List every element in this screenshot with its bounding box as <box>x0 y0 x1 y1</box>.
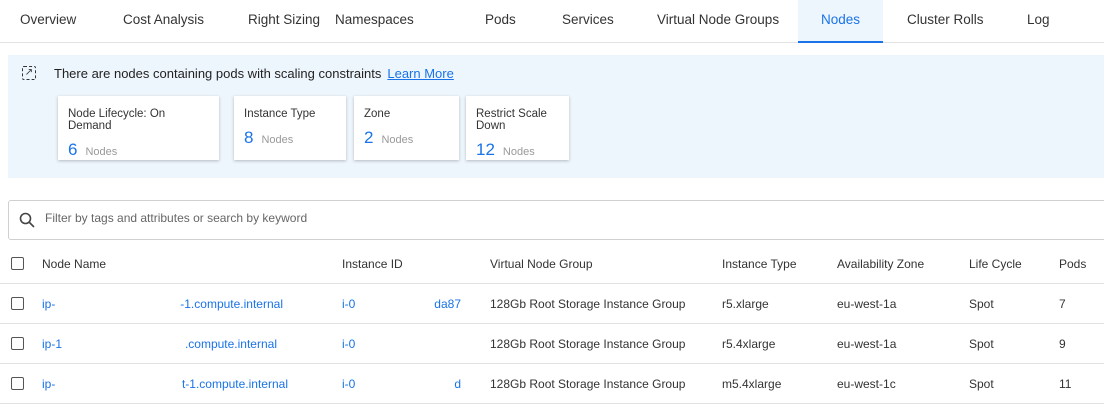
tab-right-sizing[interactable]: Right Sizing <box>248 12 321 27</box>
tab-cost-analysis[interactable]: Cost Analysis <box>123 12 205 27</box>
row-checkbox[interactable] <box>11 297 24 310</box>
instance-type: m5.4xlarge <box>722 377 782 391</box>
row-checkbox[interactable] <box>11 337 24 350</box>
card-title: Instance Type <box>244 108 316 120</box>
col-virtual-node-group[interactable]: Virtual Node Group <box>490 257 593 271</box>
life-cycle: Spot <box>969 337 994 351</box>
card-unit: Nodes <box>502 146 535 158</box>
search-icon <box>19 212 35 228</box>
card-unit: Nodes <box>85 146 118 158</box>
col-pods[interactable]: Pods <box>1059 257 1087 271</box>
instance-type: r5.xlarge <box>722 297 769 311</box>
node-name-link-start[interactable]: ip-1 <box>42 337 63 351</box>
constraint-card-zone[interactable]: Zone 2 Nodes <box>354 96 459 160</box>
instance-id-link-start[interactable]: i-0 <box>342 377 356 391</box>
tab-services[interactable]: Services <box>562 12 614 27</box>
tab-cluster-rolls[interactable]: Cluster Rolls <box>907 12 984 27</box>
table-row[interactable]: ip- t-1.compute.internal i-0 d 128Gb Roo… <box>0 364 1104 404</box>
virtual-node-group: 128Gb Root Storage Instance Group <box>490 297 686 311</box>
card-unit: Nodes <box>381 134 414 146</box>
instance-id-link-start[interactable]: i-0 <box>342 297 356 311</box>
virtual-node-group: 128Gb Root Storage Instance Group <box>490 377 686 391</box>
pods-count: 11 <box>1059 377 1072 391</box>
instance-id-link-start[interactable]: i-0 <box>342 337 356 351</box>
pods-count: 7 <box>1059 297 1066 311</box>
banner-text: There are nodes containing pods with sca… <box>54 66 382 81</box>
card-count: 12 <box>476 140 495 159</box>
card-count: 2 <box>364 128 374 147</box>
row-checkbox[interactable] <box>11 377 24 390</box>
select-all-checkbox[interactable] <box>11 257 24 270</box>
instance-type: r5.4xlarge <box>722 337 776 351</box>
node-name-link-end[interactable]: .compute.internal <box>184 337 277 351</box>
tab-virtual-node-groups[interactable]: Virtual Node Groups <box>657 12 780 27</box>
external-link-icon: ↗ <box>22 66 36 80</box>
col-life-cycle[interactable]: Life Cycle <box>969 257 1022 271</box>
card-title: Restrict Scale Down <box>476 108 547 132</box>
constraint-card-lifecycle[interactable]: Node Lifecycle: On Demand 6 Nodes <box>58 96 219 160</box>
virtual-node-group: 128Gb Root Storage Instance Group <box>490 337 686 351</box>
availability-zone: eu-west-1a <box>837 297 897 311</box>
life-cycle: Spot <box>969 297 994 311</box>
col-instance-type[interactable]: Instance Type <box>722 257 797 271</box>
card-unit: Nodes <box>261 134 294 146</box>
card-count: 8 <box>244 128 254 147</box>
life-cycle: Spot <box>969 377 994 391</box>
constraint-card-instance-type[interactable]: Instance Type 8 Nodes <box>234 96 346 160</box>
scaling-constraints-banner: ↗ There are nodes containing pods with s… <box>8 55 1104 178</box>
instance-id-link-end[interactable]: da87 <box>434 297 461 311</box>
table-row[interactable]: ip- -1.compute.internal i-0 da87 128Gb R… <box>0 284 1104 324</box>
tab-nodes[interactable]: Nodes <box>798 0 883 43</box>
col-instance-id[interactable]: Instance ID <box>342 257 403 271</box>
constraint-card-restrict-scale-down[interactable]: Restrict Scale Down 12 Nodes <box>466 96 569 160</box>
learn-more-link[interactable]: Learn More <box>387 66 454 81</box>
table-header: Node Name Instance ID Virtual Node Group… <box>0 244 1104 284</box>
node-name-link-start[interactable]: ip- <box>42 297 56 311</box>
col-availability-zone[interactable]: Availability Zone <box>837 257 925 271</box>
filter-search-box[interactable] <box>8 200 1104 240</box>
card-title: Node Lifecycle: On Demand <box>68 108 166 132</box>
tab-bar: Overview Cost Analysis Right Sizing Name… <box>0 0 1104 43</box>
instance-id-link-end[interactable]: d <box>454 377 461 391</box>
pods-count: 9 <box>1059 337 1066 351</box>
col-node-name[interactable]: Node Name <box>42 257 107 271</box>
search-input[interactable] <box>45 211 945 225</box>
node-name-link-end[interactable]: t-1.compute.internal <box>181 377 288 391</box>
card-title: Zone <box>364 108 391 120</box>
table-row[interactable]: ip-1 .compute.internal i-0 128Gb Root St… <box>0 324 1104 364</box>
tab-namespaces[interactable]: Namespaces <box>335 12 414 27</box>
banner-message: There are nodes containing pods with sca… <box>54 66 454 81</box>
availability-zone: eu-west-1a <box>837 337 897 351</box>
availability-zone: eu-west-1c <box>837 377 896 391</box>
tab-overview[interactable]: Overview <box>20 12 77 27</box>
node-name-link-end[interactable]: -1.compute.internal <box>180 297 283 311</box>
card-count: 6 <box>68 140 78 159</box>
node-name-link-start[interactable]: ip- <box>42 377 56 391</box>
tab-pods[interactable]: Pods <box>485 12 516 27</box>
tab-log[interactable]: Log <box>1027 12 1050 27</box>
